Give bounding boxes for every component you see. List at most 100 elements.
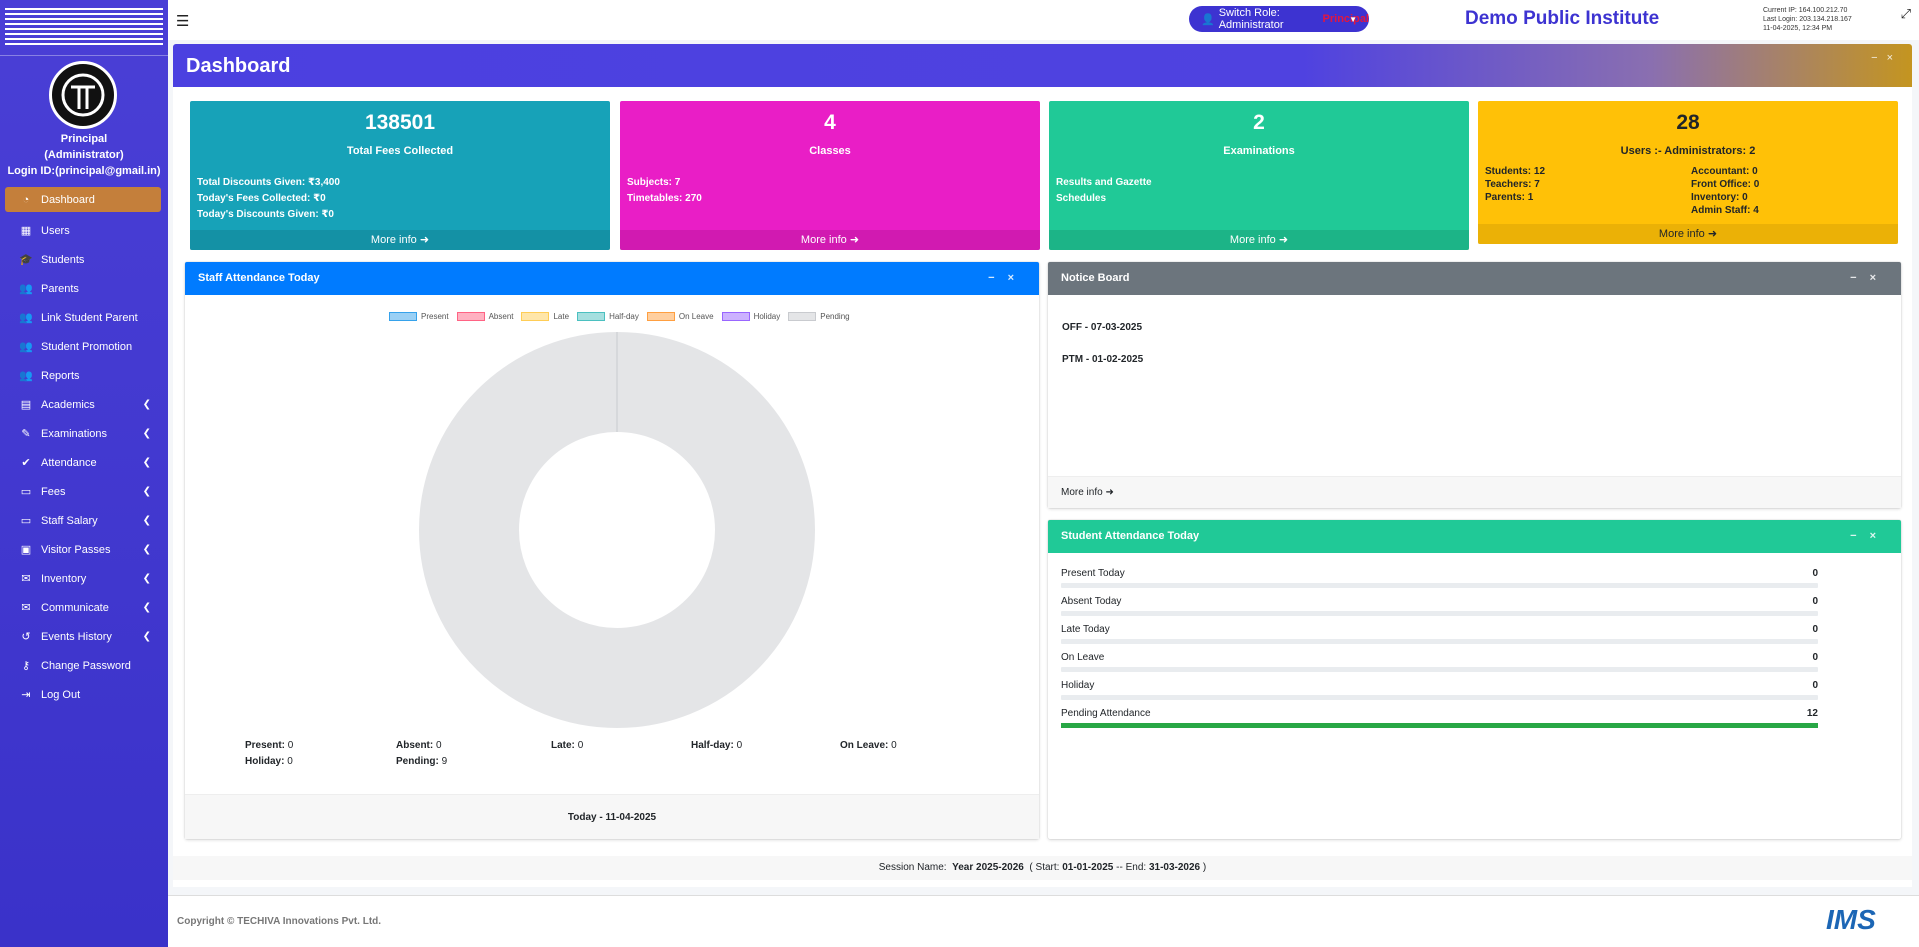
staff-stat: Half-day: 0: [691, 740, 742, 751]
card-title: Student Attendance Today: [1061, 530, 1200, 542]
sidebar-item-examinations[interactable]: ✎ Examinations ❮: [5, 419, 161, 448]
ims-logo: IMS: [1826, 904, 1908, 942]
brand-lines-logo[interactable]: [5, 8, 163, 46]
hamburger-menu-icon[interactable]: ☰: [176, 13, 190, 30]
card-tools: −×: [1850, 520, 1889, 553]
classes-line: Timetables: 270: [627, 193, 702, 204]
student-attendance-card: Student Attendance Today −× Present Toda…: [1048, 520, 1901, 839]
close-icon[interactable]: ×: [1869, 530, 1889, 542]
more-info-label: More info: [370, 234, 417, 246]
legend-item[interactable]: Holiday: [721, 312, 780, 321]
legend-item[interactable]: On Leave: [646, 312, 714, 321]
minimize-icon[interactable]: −: [1871, 52, 1887, 64]
sidebar-item-communicate[interactable]: ✉ Communicate ❮: [5, 593, 161, 622]
more-info-label: More info: [1658, 228, 1705, 240]
legend-swatch: [788, 312, 817, 321]
sidebar-item-staff-salary[interactable]: ▭ Staff Salary ❮: [5, 506, 161, 535]
minimize-icon[interactable]: −: [988, 272, 1008, 284]
users-more-info-link[interactable]: More info ➜: [1478, 224, 1898, 244]
notice-item[interactable]: PTM - 01-02-2025: [1062, 354, 1144, 365]
more-info-label: More info: [800, 234, 847, 246]
attendance-value: 0: [1812, 624, 1818, 635]
fees-line: Today's Discounts Given: ₹0: [197, 209, 334, 220]
close-icon[interactable]: ×: [1007, 272, 1027, 284]
money-icon: ▭: [20, 486, 32, 498]
legend-item[interactable]: Late: [521, 312, 569, 321]
legend-item[interactable]: Present: [389, 312, 449, 321]
sidebar-item-label: Student Promotion: [41, 340, 133, 353]
attendance-progress-bar: [1061, 723, 1818, 728]
sidebar-item-label: Visitor Passes: [41, 543, 111, 556]
sidebar-item-student-promotion[interactable]: 👥 Student Promotion: [5, 332, 161, 361]
ims-logo-text: IMS: [1826, 904, 1876, 935]
sidebar-item-log-out[interactable]: ⇥ Log Out: [5, 680, 161, 709]
notice-item[interactable]: OFF - 07-03-2025: [1062, 322, 1143, 333]
legend-swatch: [521, 312, 550, 321]
user-avatar: [49, 61, 117, 129]
chevron-left-icon: ❮: [142, 457, 151, 468]
close-icon[interactable]: ×: [1886, 52, 1902, 64]
sidebar-item-parents[interactable]: 👥 Parents: [5, 274, 161, 303]
classes-line: Subjects: 7: [627, 177, 681, 188]
arrow-circle-right-icon: ➜: [419, 234, 430, 246]
staff-stat: Late: 0: [551, 740, 583, 751]
id-card-icon: ▣: [20, 544, 32, 556]
staff-stat: On Leave: 0: [840, 740, 897, 751]
sidebar-menu: ◔ Dashboard ▦ Users 🎓 Students 👥 Parents 👥 Link S…: [5, 187, 161, 709]
user-info: Principal (Administrator) Login ID:(prin…: [0, 131, 168, 179]
user-switch-icon: 👤: [1201, 13, 1215, 26]
chevron-left-icon: ❮: [142, 631, 151, 642]
sidebar-item-users[interactable]: ▦ Users: [5, 216, 161, 245]
staff-stat-label: Present:: [245, 740, 286, 751]
sidebar-item-label: Inventory: [41, 572, 87, 585]
sidebar-item-fees[interactable]: ▭ Fees ❮: [5, 477, 161, 506]
sidebar-item-events-history[interactable]: ↺ Events History ❮: [5, 622, 161, 651]
user-name: Principal: [60, 133, 108, 145]
legend-swatch: [389, 312, 417, 321]
last-login: Last Login: 203.134.218.167: [1763, 16, 1852, 23]
legend-swatch: [577, 312, 606, 321]
sidebar-item-dashboard[interactable]: ◔ Dashboard: [5, 187, 161, 212]
legend-item[interactable]: Half-day: [577, 312, 639, 321]
sidebar-item-students[interactable]: 🎓 Students: [5, 245, 161, 274]
legend-item[interactable]: Pending: [788, 312, 850, 321]
sidebar-item-link-student-parent[interactable]: 👥 Link Student Parent: [5, 303, 161, 332]
fees-more-info-link[interactable]: More info ➜: [190, 230, 610, 250]
sidebar-item-academics[interactable]: ▤ Academics ❮: [5, 390, 161, 419]
user-check-icon: ✔: [21, 457, 31, 469]
staff-stat-value: 0: [736, 740, 743, 751]
classes-more-info-link[interactable]: More info ➜: [620, 230, 1040, 250]
exams-line: Results and Gazette: [1056, 177, 1152, 188]
session-end-label: -- End:: [1116, 862, 1147, 873]
sidebar-item-reports[interactable]: 👥 Reports: [5, 361, 161, 390]
sidebar-item-visitor-passes[interactable]: ▣ Visitor Passes ❮: [5, 535, 161, 564]
users-line: Admin Staff: 4: [1691, 205, 1759, 216]
notice-more-info-link[interactable]: More info ➜: [1048, 476, 1901, 508]
staff-stat: Absent: 0: [396, 740, 442, 751]
attendance-value: 0: [1812, 568, 1818, 579]
comments-icon: ✉: [21, 573, 31, 585]
grid-icon: ▦: [20, 225, 32, 237]
legend-label: Half-day: [609, 312, 639, 321]
more-info-label: More info: [1229, 234, 1276, 246]
sidebar-item-label: Academics: [41, 398, 95, 411]
sidebar-item-label: Log Out: [41, 688, 81, 701]
fullscreen-icon[interactable]: ⤢: [1900, 6, 1911, 21]
sidebar-item-change-password[interactable]: ⚷ Change Password: [5, 651, 161, 680]
history-icon: ↺: [21, 631, 31, 643]
attendance-progress-fill: [1061, 723, 1818, 728]
staff-stat: Present: 0: [245, 740, 293, 751]
close-icon[interactable]: ×: [1869, 272, 1889, 284]
minimize-icon[interactable]: −: [1850, 530, 1870, 542]
legend-item[interactable]: Absent: [456, 312, 513, 321]
chart-legend: Present Absent Late Half-day On Leave Holiday…: [389, 312, 858, 321]
switch-role-button[interactable]: 👤 Switch Role: Administrator Principal ▼: [1189, 6, 1369, 32]
sidebar-item-label: Dashboard: [41, 193, 95, 206]
sidebar-item-inventory[interactable]: ✉ Inventory ❮: [5, 564, 161, 593]
student-attendance-header: Student Attendance Today −×: [1048, 520, 1901, 553]
exams-details: Results and Gazette Schedules: [1056, 175, 1152, 207]
sidebar-item-attendance[interactable]: ✔ Attendance ❮: [5, 448, 161, 477]
exams-more-info-link[interactable]: More info ➜: [1049, 230, 1469, 250]
exams-label: Examinations: [1223, 145, 1295, 157]
minimize-icon[interactable]: −: [1850, 272, 1870, 284]
